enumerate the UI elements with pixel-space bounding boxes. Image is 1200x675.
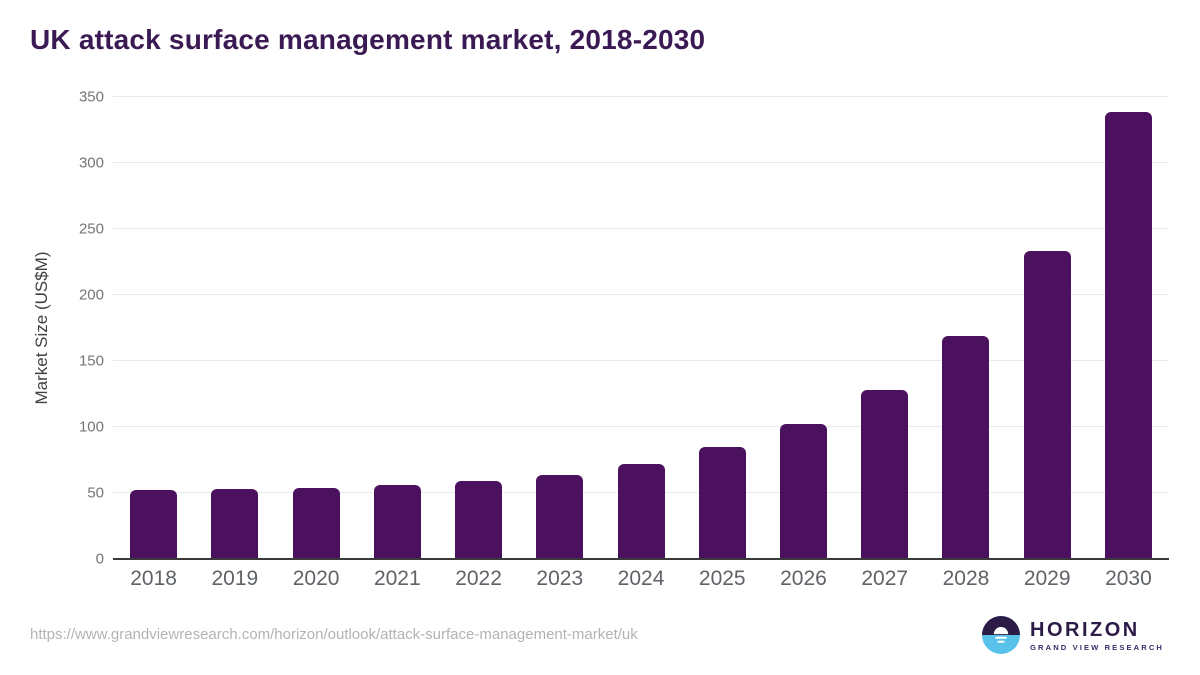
bar-slot-2025 [682,97,763,559]
bar-2029[interactable] [1023,251,1071,559]
y-tick-250: 250 [78,220,104,238]
y-tick-0: 0 [95,550,104,568]
x-tick-2030: 2030 [1105,567,1152,590]
x-tick-2024: 2024 [617,567,665,590]
logo-brand: HORIZON [1030,618,1140,641]
x-tick-2023: 2023 [536,567,584,590]
bar-slot-2028 [925,97,1006,559]
y-axis-tick-labels: 0 50 100 150 200 250 300 350 [0,90,104,567]
x-tick-2018: 2018 [130,567,177,590]
bar-slot-2020 [275,97,356,559]
bar-series [113,97,1169,559]
x-axis-tick-labels: 2018 2019 2020 2021 2022 2023 2024 2025 2026 2027… [113,567,1169,591]
gridline-150 [113,360,1169,361]
x-tick-2025: 2025 [698,567,746,590]
y-tick-300: 300 [78,154,104,172]
bar-2026[interactable] [779,424,827,559]
bar-2020[interactable] [292,487,340,559]
bar-slot-2022 [438,97,519,559]
bar-2022[interactable] [455,481,503,559]
bar-2024[interactable] [617,463,665,559]
x-tick-2022: 2022 [455,567,502,590]
x-axis-line [113,558,1169,560]
bar-slot-2018 [113,97,194,559]
plot-area [113,96,1169,560]
bar-2028[interactable] [942,335,990,559]
bar-slot-2021 [357,97,438,559]
y-tick-150: 150 [78,352,104,370]
gridline-100 [113,426,1169,427]
bar-slot-2019 [194,97,275,559]
bar-2025[interactable] [698,446,746,559]
x-tick-2021: 2021 [373,567,421,590]
bar-2021[interactable] [373,485,421,559]
bar-slot-2024 [600,97,681,559]
chart-title: UK attack surface management market, 201… [30,24,706,55]
bar-2030[interactable] [1104,111,1152,559]
x-tick-2029: 2029 [1023,567,1071,590]
x-tick-2019: 2019 [211,567,259,590]
x-tick-2028: 2028 [942,567,990,590]
bar-2023[interactable] [536,474,584,559]
y-tick-50: 50 [87,484,104,502]
gridline-200 [113,294,1169,295]
source-url: https://www.grandviewresearch.com/horizo… [30,626,638,643]
bar-2018[interactable] [130,490,178,559]
gridline-350 [113,96,1169,97]
bar-2019[interactable] [211,489,259,559]
x-tick-2027: 2027 [861,567,909,590]
bar-slot-2026 [763,97,844,559]
gridline-250 [113,228,1169,229]
horizon-logo: HORIZON GRAND VIEW RESEARCH [982,616,1164,654]
bar-2027[interactable] [861,390,909,559]
logo-subbrand: GRAND VIEW RESEARCH [1030,642,1164,652]
horizon-logo-icon [982,616,1021,654]
gridline-300 [113,162,1169,163]
bar-slot-2023 [519,97,600,559]
bar-slot-2029 [1007,97,1088,559]
bar-slot-2030 [1088,97,1169,559]
y-tick-200: 200 [78,286,104,304]
x-tick-2026: 2026 [780,567,827,590]
x-tick-2020: 2020 [292,567,340,590]
logo-text: HORIZON GRAND VIEW RESEARCH [1030,619,1164,652]
y-tick-100: 100 [78,418,104,436]
y-tick-350: 350 [78,88,104,106]
bar-slot-2027 [844,97,925,559]
